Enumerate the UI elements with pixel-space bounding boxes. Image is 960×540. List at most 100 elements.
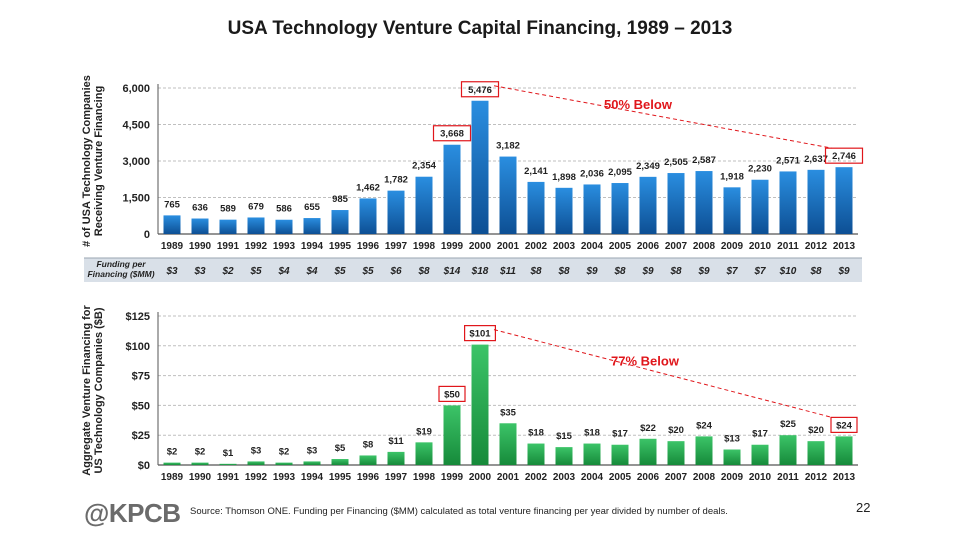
funding-value-2002: $8: [529, 266, 542, 277]
x-tick-label: 1992: [245, 241, 268, 252]
data-label-1993: $2: [279, 447, 290, 458]
x-tick-label: 1999: [441, 472, 464, 483]
x-tick-label: 2007: [665, 241, 688, 252]
bar-2013: [835, 436, 853, 465]
top-chart: 0 1,500 3,000 4,500 6,000 # of USA Technology…: [81, 75, 864, 252]
bar-1999: [443, 144, 461, 234]
data-label-1991: $1: [223, 448, 234, 459]
y-tick-label: 6,000: [122, 83, 150, 95]
x-tick-label: 1997: [385, 472, 408, 483]
data-label-1998: $19: [416, 426, 432, 437]
x-tick-label: 1991: [217, 472, 240, 483]
bar-2010: [751, 444, 769, 465]
highlight-box: [464, 325, 497, 342]
funding-value-2010: $7: [753, 266, 766, 277]
x-tick-label: 2008: [693, 241, 716, 252]
bar-2004: [583, 184, 601, 234]
bar-2013: [835, 167, 853, 234]
x-tick-label: 2004: [581, 472, 604, 483]
decline-line: [493, 85, 833, 149]
funding-value-2012: $8: [809, 266, 822, 277]
bar-1989: [163, 462, 181, 465]
funding-value-2003: $8: [557, 266, 570, 277]
bar-1996: [359, 455, 377, 465]
data-label-2009: 1,918: [720, 171, 744, 182]
y-tick-label: $75: [132, 371, 150, 383]
bar-1995: [331, 459, 349, 465]
x-tick-label: 1994: [301, 241, 324, 252]
x-tick-label: 2012: [805, 241, 828, 252]
bar-2002: [527, 443, 545, 465]
data-label-2002: 2,141: [524, 166, 548, 177]
funding-value-2004: $9: [585, 266, 598, 277]
data-label-2007: 2,505: [664, 157, 688, 168]
bar-2009: [723, 187, 741, 234]
decline-annotation: 77% Below: [611, 354, 680, 369]
data-label-1995: 985: [332, 194, 349, 205]
funding-band: [84, 258, 862, 282]
x-tick-label: 1995: [329, 241, 352, 252]
funding-value-1989: $3: [165, 266, 178, 277]
bar-2011: [779, 435, 797, 465]
y-tick-label: 4,500: [122, 120, 150, 132]
data-label-1991: 589: [220, 204, 236, 215]
data-label-1994: $3: [307, 445, 318, 456]
bar-2001: [499, 423, 517, 465]
y-tick-label: $50: [132, 400, 150, 412]
funding-value-2009: $7: [725, 266, 738, 277]
decline-line: [493, 329, 833, 418]
x-tick-label: 1999: [441, 241, 464, 252]
funding-value-1996: $5: [361, 266, 374, 277]
data-label-1996: 1,462: [356, 182, 380, 193]
data-label-2008: 2,587: [692, 155, 716, 166]
y-tick-label: 0: [144, 229, 150, 241]
data-label-2010: 2,230: [748, 164, 772, 175]
funding-value-1991: $2: [221, 266, 234, 277]
x-tick-label: 1990: [189, 241, 212, 252]
funding-value-2007: $8: [669, 266, 682, 277]
data-label-1989: $2: [167, 447, 178, 458]
highlight-box: [830, 416, 858, 433]
x-tick-label: 2012: [805, 472, 828, 483]
funding-value-2000: $18: [471, 266, 489, 277]
y-tick-label: 1,500: [122, 193, 150, 205]
x-tick-label: 2009: [721, 241, 744, 252]
bar-1999: [443, 405, 461, 465]
x-tick-label: 2000: [469, 241, 492, 252]
y-tick-label: $0: [138, 460, 150, 472]
bar-1992: [247, 217, 265, 234]
x-tick-label: 2011: [777, 472, 799, 483]
page-number: 22: [856, 500, 871, 515]
x-tick-label: 2013: [833, 472, 856, 483]
data-label-2003: $15: [556, 431, 573, 442]
decline-annotation: 50% Below: [604, 97, 673, 112]
x-tick-label: 2010: [749, 472, 772, 483]
bar-1998: [415, 176, 433, 234]
data-label-1999: $50: [444, 389, 460, 400]
x-tick-label: 2013: [833, 241, 856, 252]
data-label-2001: 3,182: [496, 141, 520, 152]
data-label-2006: 2,349: [636, 161, 660, 172]
data-label-2003: 1,898: [552, 172, 576, 183]
chart-title: USA Technology Venture Capital Financing…: [227, 18, 733, 39]
bar-2012: [807, 441, 825, 465]
x-tick-label: 1993: [273, 241, 296, 252]
x-tick-label: 2004: [581, 241, 604, 252]
funding-value-2008: $9: [697, 266, 710, 277]
funding-value-2005: $8: [613, 266, 626, 277]
bar-1991: [219, 463, 237, 465]
bar-1997: [387, 451, 405, 465]
data-label-2008: $24: [696, 420, 713, 431]
x-tick-label: 2002: [525, 472, 548, 483]
bar-1995: [331, 210, 349, 234]
x-tick-label: 1992: [245, 472, 268, 483]
data-label-1990: 636: [192, 203, 208, 214]
data-label-2005: $17: [612, 429, 628, 440]
bar-2010: [751, 179, 769, 234]
bar-2000: [471, 344, 489, 465]
funding-value-2006: $9: [641, 266, 654, 277]
data-label-2007: $20: [668, 425, 684, 436]
bar-1991: [219, 219, 237, 234]
x-tick-label: 1991: [217, 241, 240, 252]
